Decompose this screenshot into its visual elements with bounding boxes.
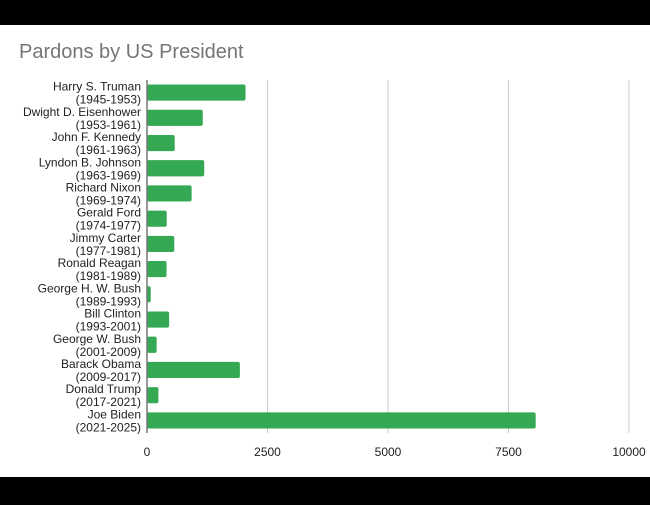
bar [147,185,192,202]
category-label-years: (1961-1963) [76,143,141,157]
category-labels: Harry S. Truman(1945-1953)Dwight D. Eise… [23,80,141,435]
category-label-years: (1953-1961) [76,118,141,132]
category-label-years: (1981-1989) [76,269,141,283]
category-label-years: (1977-1981) [76,244,141,258]
category-label-name: Barack Obama [61,357,141,371]
bar [147,261,167,278]
bar [147,311,170,328]
bar [147,235,175,252]
category-label-name: George W. Bush [53,332,141,346]
x-tick-labels: 0 2500 5000 7500 10000 [144,445,646,459]
x-tick-label: 2500 [254,445,281,459]
category-label-name: Gerald Ford [77,206,141,220]
category-label-years: (2001-2009) [76,345,141,359]
gridlines [267,80,630,433]
category-label-years: (2017-2021) [76,395,141,409]
category-label-name: Dwight D. Eisenhower [23,105,141,119]
category-label-years: (1969-1974) [76,193,141,207]
category-label-name: Lyndon B. Johnson [39,155,141,169]
category-label-years: (1993-2001) [76,320,141,334]
x-tick-label: 0 [144,445,151,459]
category-label-name: Harry S. Truman [53,80,141,94]
category-label-years: (1974-1977) [76,219,141,233]
bar [147,336,157,353]
chart-title: Pardons by US President [19,41,244,63]
x-tick-label: 10000 [612,445,646,459]
category-label-name: John F. Kennedy [52,130,141,144]
category-label-years: (1945-1953) [76,93,141,107]
category-label-years: (1989-1993) [76,294,141,308]
bar-chart: Harry S. Truman(1945-1953)Dwight D. Eise… [23,80,646,459]
bar [147,210,167,227]
category-label-name: George H. W. Bush [38,281,141,295]
category-label-years: (1963-1969) [76,168,141,182]
category-label-name: Donald Trump [66,382,142,396]
category-label-name: Jimmy Carter [70,231,141,245]
category-label-years: (2021-2025) [76,420,141,434]
category-label-name: Joe Biden [88,407,141,421]
bar [147,387,159,404]
bar [147,361,240,379]
bar [147,160,205,177]
bar [147,286,151,303]
bar [147,84,246,101]
bars [147,84,536,429]
x-tick-label: 7500 [495,445,522,459]
bar [147,109,203,126]
category-label-years: (2009-2017) [76,370,141,384]
chart-panel: Pardons by US President Harry S. Truman(… [0,25,650,477]
bar [147,412,536,429]
category-label-name: Bill Clinton [84,307,141,321]
bar [147,134,175,152]
category-label-name: Richard Nixon [66,180,141,194]
x-tick-label: 5000 [375,445,402,459]
category-label-name: Ronald Reagan [58,256,141,270]
